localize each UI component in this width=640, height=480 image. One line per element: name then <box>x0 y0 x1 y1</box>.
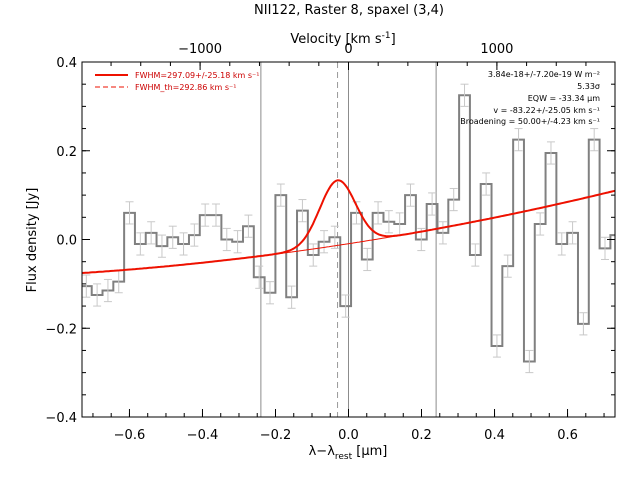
plot-area <box>81 61 616 418</box>
x-tick-label: 0.0 <box>338 428 359 443</box>
top-tick-labels: −1000 0 1000 <box>178 42 513 57</box>
x-axis-label-main: λ−λ <box>309 444 336 459</box>
spectrum-line <box>82 94 615 363</box>
annotation-sigma: 5.33σ <box>577 82 600 91</box>
svg-text:Velocity [km s-1]: Velocity [km s-1] <box>290 31 395 47</box>
legend: FWHM=297.09+/-25.18 km s⁻¹ FWHM_th=292.8… <box>95 71 259 92</box>
fit-annotations: 3.84e-18+/-7.20e-19 W m⁻² 5.33σ EQW = -3… <box>460 70 600 126</box>
y-tick-label: 0.4 <box>56 56 77 71</box>
fit-series <box>81 179 616 274</box>
x-axis-label: λ−λrest [μm] <box>309 444 388 462</box>
x-axis-label-unit: [μm] <box>352 444 387 459</box>
top-axis-label: Velocity [km s-1] <box>290 31 395 47</box>
top-tick-label: 0 <box>344 42 352 57</box>
top-axis-label-sup: -1 <box>382 31 391 41</box>
y-axis-label: Flux density [Jy] <box>25 188 40 293</box>
annotation-eqw: EQW = -33.34 μm <box>528 94 600 103</box>
chart-title: NII122, Raster 8, spaxel (3,4) <box>254 3 444 18</box>
y-tick-labels: −0.4 −0.2 0.0 0.2 0.4 <box>45 56 77 426</box>
top-tick-label: −1000 <box>178 42 222 57</box>
axis-ticks <box>82 61 615 418</box>
legend-label-fwhm-th: FWHM_th=292.86 km s⁻¹ <box>135 83 236 92</box>
legend-label-fwhm: FWHM=297.09+/-25.18 km s⁻¹ <box>135 71 259 80</box>
x-tick-label: −0.2 <box>260 428 292 443</box>
y-tick-label: 0.0 <box>56 234 77 249</box>
annotation-broadening: Broadening = 50.00+/-4.23 km s⁻¹ <box>460 117 600 126</box>
x-tick-label: −0.4 <box>187 428 219 443</box>
annotation-velocity: v = -83.22+/-25.05 km s⁻¹ <box>493 106 600 115</box>
x-tick-labels: −0.6 −0.4 −0.2 0.0 0.2 0.4 0.6 <box>114 428 578 443</box>
y-tick-label: 0.2 <box>56 145 77 160</box>
reference-lines <box>260 62 437 417</box>
gaussian-fit-line <box>81 179 616 274</box>
top-tick-label: 1000 <box>480 42 513 57</box>
top-axis-label-main: Velocity [km s <box>290 32 382 47</box>
x-tick-label: 0.6 <box>557 428 578 443</box>
y-tick-label: −0.2 <box>45 322 77 337</box>
spectrum-series <box>82 83 615 374</box>
x-tick-label: 0.2 <box>411 428 432 443</box>
x-tick-label: −0.6 <box>114 428 146 443</box>
x-tick-label: 0.4 <box>484 428 505 443</box>
top-axis-label-end: ] <box>391 32 396 47</box>
y-tick-label: −0.4 <box>45 411 77 426</box>
annotation-flux: 3.84e-18+/-7.20e-19 W m⁻² <box>488 70 600 79</box>
x-axis-label-sub: rest <box>335 452 353 462</box>
svg-text:λ−λrest [μm]: λ−λrest [μm] <box>309 444 388 462</box>
